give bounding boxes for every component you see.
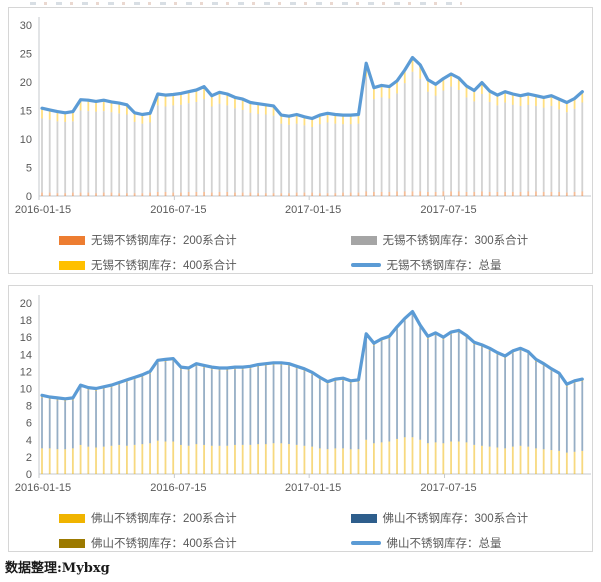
- legend-bar-swatch: [59, 235, 85, 245]
- y-axis-tick-label: 0: [26, 191, 32, 203]
- wuxi-inventory-chart: 0 5 10 15 20 25 30 2016-01-15 2016-07-15 2017-01-…: [8, 7, 593, 274]
- legend-item: 佛山不锈钢库存：总量: [301, 535, 593, 551]
- legend-label: 佛山不锈钢库存：300系合计: [382, 513, 529, 525]
- y-axis-tick-label: 15: [20, 106, 32, 118]
- legend-label: 佛山不锈钢库存：400系合计: [91, 538, 237, 550]
- foshan-chart-legend: 佛山不锈钢库存：200系合计 佛山不锈钢库存：300系合计佛山不锈钢库存：400系…: [9, 510, 592, 551]
- legend-bar-swatch: [59, 538, 85, 548]
- wuxi-chart-legend: 无锡不锈钢库存：200系合计 无锡不锈钢库存：300系合计无锡不锈钢库存：400系…: [9, 232, 592, 273]
- legend-bar-swatch: [350, 235, 377, 245]
- total-line-series: [40, 55, 584, 121]
- y-axis-tick-label: 5: [26, 163, 32, 175]
- y-axis-tick-label: 16: [20, 332, 32, 344]
- legend-item: 佛山不锈钢库存：300系合计: [301, 510, 593, 526]
- y-axis-tick-label: 8: [26, 401, 32, 413]
- legend-label: 佛山不锈钢库存：总量: [386, 538, 502, 550]
- legend-item: 无锡不锈钢库存：400系合计: [9, 257, 301, 273]
- x-axis-tick-label: 2016-01-15: [15, 204, 71, 216]
- legend-item: 无锡不锈钢库存：总量: [301, 257, 593, 273]
- legend-item: 无锡不锈钢库存：200系合计: [9, 232, 301, 248]
- y-axis-tick-label: 20: [20, 77, 32, 89]
- y-axis-tick-label: 12: [20, 366, 32, 378]
- legend-label: 无锡不锈钢库存：400系合计: [91, 260, 237, 272]
- x-axis-tick-label: 2017-07-15: [420, 482, 476, 494]
- y-axis-tick-label: 6: [26, 418, 32, 430]
- legend-bar-swatch: [59, 513, 85, 523]
- foshan-chart-plot: 0 2 4 6 8 10 12 14 16 18 20 2016-01-15 2016-07-15 201…: [15, 295, 591, 494]
- x-axis-tick-label: 2016-07-15: [150, 204, 206, 216]
- total-line-series: [40, 310, 584, 401]
- legend-label: 无锡不锈钢库存：200系合计: [91, 235, 237, 247]
- legend-item: 佛山不锈钢库存：200系合计: [9, 510, 301, 526]
- legend-label: 无锡不锈钢库存：总量: [386, 260, 502, 272]
- y-axis-tick-label: 10: [20, 384, 32, 396]
- source-note: 数据整理:Mybxg: [5, 561, 110, 576]
- y-axis-tick-label: 18: [20, 315, 32, 327]
- legend-bar-swatch: [350, 513, 377, 523]
- y-axis-tick-label: 10: [20, 134, 32, 146]
- legend-label: 佛山不锈钢库存：200系合计: [91, 513, 237, 525]
- x-axis-tick-label: 2017-01-15: [285, 482, 341, 494]
- x-axis-tick-label: 2017-01-15: [285, 204, 341, 216]
- legend-bar-swatch: [59, 260, 85, 270]
- y-axis-tick-label: 25: [20, 49, 32, 61]
- y-axis-tick-label: 14: [20, 349, 32, 361]
- clipped-top-text-fragment: [30, 2, 462, 5]
- legend-label: 无锡不锈钢库存：300系合计: [382, 235, 529, 247]
- legend-item: 佛山不锈钢库存：400系合计: [9, 535, 301, 551]
- x-axis-tick-label: 2016-07-15: [150, 482, 206, 494]
- foshan-inventory-chart: 0 2 4 6 8 10 12 14 16 18 20 2016-01-15 2016-07-15 201…: [8, 285, 593, 552]
- legend-line-swatch: [350, 541, 381, 545]
- wuxi-chart-plot: 0 5 10 15 20 25 30 2016-01-15 2016-07-15 2017-01-…: [15, 17, 591, 216]
- y-axis-tick-label: 0: [26, 469, 32, 481]
- y-axis-tick-label: 2: [26, 452, 32, 464]
- y-axis-tick-label: 4: [26, 435, 32, 447]
- x-axis-tick-label: 2016-01-15: [15, 482, 71, 494]
- y-axis-tick-label: 20: [20, 298, 32, 310]
- legend-item: 无锡不锈钢库存：300系合计: [301, 232, 593, 248]
- y-axis-tick-label: 30: [20, 20, 32, 32]
- x-axis-tick-label: 2017-07-15: [420, 204, 476, 216]
- legend-line-swatch: [350, 263, 381, 267]
